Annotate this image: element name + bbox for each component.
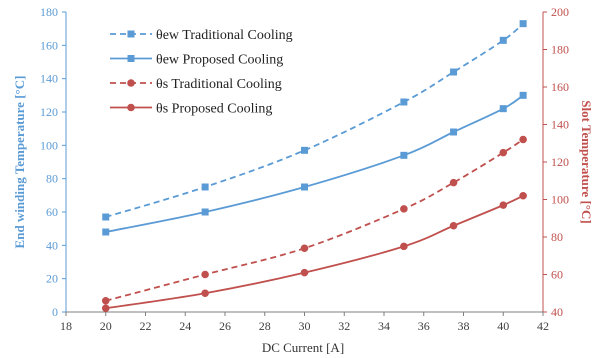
legend-label: θs Proposed Cooling <box>156 102 272 117</box>
tick-labels: 0 20 40 60 80 100 120 140 160 180 40 60 80 100 120 140 1… <box>40 5 569 333</box>
right-tick-label: 120 <box>551 155 569 169</box>
x-tick-label: 34 <box>378 319 390 333</box>
x-tick-label: 28 <box>259 319 271 333</box>
data-point <box>300 268 309 277</box>
right-axis-title: Slot Temperature [°C] <box>579 100 594 223</box>
x-tick-label: 36 <box>418 319 430 333</box>
data-point <box>102 228 110 236</box>
data-point <box>101 304 110 313</box>
left-tick-label: 100 <box>40 138 58 152</box>
x-tick-label: 18 <box>60 319 72 333</box>
legend-label: θew Proposed Cooling <box>156 53 283 68</box>
data-point <box>102 213 110 221</box>
data-point <box>449 221 458 230</box>
data-point <box>400 98 408 106</box>
series-1 <box>102 91 527 236</box>
data-point <box>300 244 309 253</box>
data-point <box>201 183 209 191</box>
data-point <box>519 135 527 144</box>
series-line <box>105 194 524 310</box>
data-point <box>519 191 527 200</box>
right-tick-label: 160 <box>551 80 569 94</box>
legend-marker <box>127 79 135 87</box>
data-point <box>400 205 408 213</box>
series-0 <box>102 20 527 221</box>
legend-item-2: θs Traditional Cooling <box>110 77 282 92</box>
data-point <box>449 178 458 187</box>
x-tick-label: 24 <box>179 319 191 333</box>
data-point <box>499 105 507 113</box>
data-point <box>201 289 209 298</box>
left-axis-title: End winding Temperature [°C] <box>12 76 27 249</box>
x-axis-title: DC Current [A] <box>262 340 344 355</box>
legend-marker <box>127 30 135 38</box>
left-tick-label: 180 <box>40 5 58 19</box>
left-tick-label: 120 <box>40 105 58 119</box>
data-point <box>499 36 507 44</box>
legend-marker <box>127 103 135 112</box>
left-tick-label: 0 <box>52 305 58 319</box>
series-2 <box>101 135 527 305</box>
right-tick-label: 100 <box>551 193 569 207</box>
data-point <box>450 68 458 76</box>
x-tick-label: 40 <box>497 319 509 333</box>
x-tick-label: 38 <box>458 319 470 333</box>
data-point <box>301 183 308 191</box>
x-tick-label: 22 <box>140 319 152 333</box>
data-point <box>201 208 209 216</box>
legend-item-1: θew Proposed Cooling <box>110 53 283 68</box>
data-point <box>400 151 408 159</box>
data-point <box>301 146 308 154</box>
right-tick-label: 140 <box>551 118 569 132</box>
x-tick-label: 26 <box>219 319 231 333</box>
left-tick-label: 60 <box>46 205 58 219</box>
right-tick-label: 180 <box>551 43 569 57</box>
data-point <box>450 128 458 136</box>
data-point <box>519 20 527 28</box>
legend-label: θs Traditional Cooling <box>156 77 282 92</box>
x-tick-label: 42 <box>537 319 549 333</box>
x-tick-label: 30 <box>299 319 311 333</box>
left-tick-label: 140 <box>40 72 58 86</box>
series-3 <box>101 191 527 313</box>
data-point <box>519 91 527 99</box>
data-point <box>400 242 408 251</box>
right-tick-label: 200 <box>551 5 569 19</box>
data-point <box>101 296 110 305</box>
data-point <box>201 270 209 279</box>
left-tick-label: 20 <box>46 272 58 286</box>
axes <box>62 11 547 316</box>
legend-item-3: θs Proposed Cooling <box>110 102 272 117</box>
left-tick-label: 40 <box>46 238 58 252</box>
data-point <box>499 201 508 209</box>
x-tick-label: 20 <box>100 319 112 333</box>
data-point <box>499 148 508 157</box>
legend-marker <box>127 55 135 62</box>
series-layer <box>101 20 527 313</box>
right-tick-label: 40 <box>551 305 563 319</box>
left-tick-label: 80 <box>46 172 58 186</box>
left-tick-label: 160 <box>40 38 58 52</box>
x-tick-label: 32 <box>338 319 350 333</box>
legend-item-0: θew Traditional Cooling <box>110 28 293 43</box>
right-tick-label: 80 <box>551 230 563 244</box>
right-tick-label: 60 <box>551 268 563 282</box>
legend-label: θew Traditional Cooling <box>156 28 293 43</box>
legend: θew Traditional Cooling θew Proposed Cool… <box>110 28 293 117</box>
